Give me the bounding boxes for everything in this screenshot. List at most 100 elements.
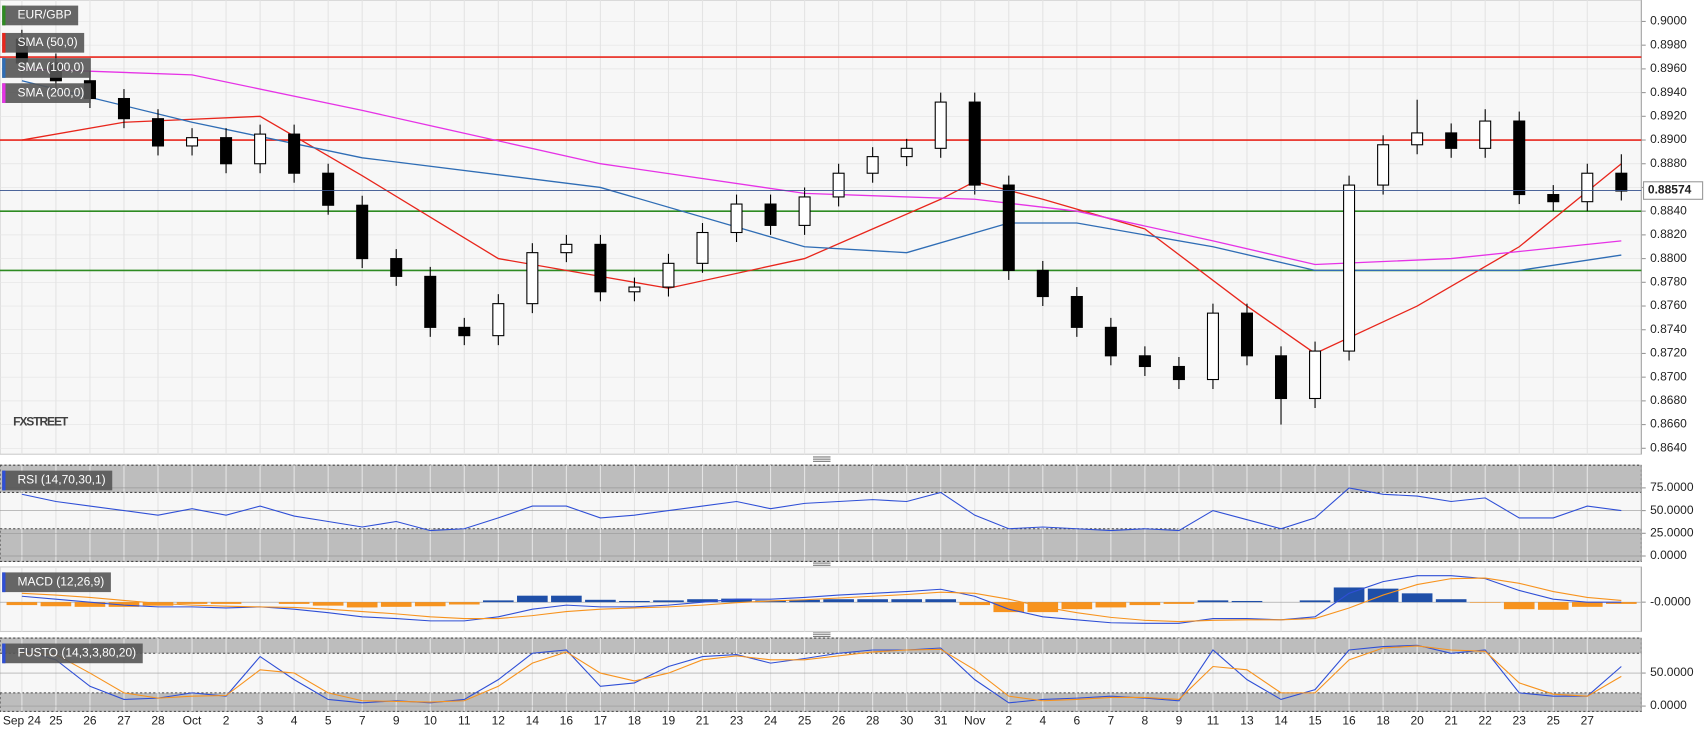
candle-body (798, 196, 811, 226)
x-tick-label: Nov (964, 713, 985, 727)
x-tick-label: 7 (1108, 713, 1115, 727)
x-tick-label: 26 (83, 713, 97, 727)
y-tick-label: 0.8840 (1650, 203, 1687, 217)
indicator-color-tag (2, 470, 6, 491)
indicator-color-tag (2, 83, 6, 103)
indicator-label-box (2, 470, 113, 491)
indicator-label-text: SMA (100,0) (18, 60, 85, 74)
macd-histogram-bar (687, 599, 718, 603)
x-tick-label: 9 (1176, 713, 1183, 727)
macd-histogram-bar (959, 602, 991, 606)
macd-histogram-bar (1537, 602, 1569, 610)
x-tick-label: 17 (594, 713, 608, 727)
candle-body (1581, 172, 1594, 203)
x-tick-label: 16 (560, 713, 574, 727)
indicator-color-tag (2, 572, 6, 593)
y-tick-label: 0.8780 (1650, 274, 1687, 288)
indicator-color-tag (2, 5, 6, 26)
indicator-label-text: FUSTO (14,3,3,80,20) (18, 646, 137, 660)
y-tick-label: 50.0000 (1650, 665, 1694, 679)
macd-histogram-bar (482, 600, 514, 603)
candle-body (390, 258, 403, 277)
sma-line (21, 68, 1622, 266)
x-tick-label: 4 (291, 713, 298, 727)
indicator-line (21, 487, 1622, 532)
macd-histogram-bar (789, 599, 820, 603)
macd-histogram-bar (857, 599, 888, 603)
indicator-label-box (2, 5, 79, 26)
x-tick-label: 12 (492, 713, 506, 727)
macd-histogram-bar (891, 599, 922, 603)
band (0, 528, 1642, 563)
macd-histogram-bar (551, 595, 582, 603)
x-tick-label: 18 (1376, 713, 1390, 727)
macd-histogram-bar (74, 602, 106, 607)
candle-body (117, 97, 130, 120)
indicator-label: MACD (12,26,9) (2, 572, 111, 593)
candle-body (832, 172, 845, 198)
x-tick-label: 11 (1207, 713, 1220, 727)
indicator-label-text: SMA (200,0) (18, 85, 85, 99)
x-tick-label: 22 (1479, 713, 1493, 727)
candle-body (458, 326, 471, 337)
x-tick-label: 16 (1342, 713, 1356, 727)
x-tick-label: 14 (1274, 713, 1288, 727)
y-tick-label: 0.8960 (1650, 61, 1687, 75)
macd-histogram-bar (40, 602, 72, 607)
x-tick-label: Sep 24 (3, 713, 41, 727)
x-tick-label: 24 (764, 713, 778, 727)
indicator-label: EUR/GBP (2, 5, 79, 26)
macd-histogram-bar (1469, 602, 1501, 603)
macd-histogram-bar (1095, 602, 1127, 608)
indicator-label: SMA (100,0) (2, 58, 91, 78)
candle-body (322, 172, 335, 206)
x-tick-label: 23 (1513, 713, 1527, 727)
y-tick-label: 0.8720 (1650, 346, 1687, 360)
indicator-label-box (2, 58, 91, 78)
y-tick-label: 0.8680 (1650, 393, 1687, 407)
x-tick-label: 28 (866, 713, 880, 727)
y-tick-label: 0.8740 (1650, 322, 1687, 336)
macd-histogram-bar (448, 602, 480, 605)
macd-histogram-bar (210, 602, 242, 604)
candle-body (1547, 194, 1560, 203)
y-tick-label: 50.0000 (1650, 503, 1694, 517)
macd-histogram-bar (1401, 593, 1433, 603)
indicator-label: RSI (14,70,30,1) (2, 470, 113, 491)
candle-body (1615, 172, 1628, 192)
candle-body (594, 243, 607, 293)
macd-histogram-bar (278, 602, 310, 604)
x-tick-label: 18 (628, 713, 642, 727)
candle-body (1411, 132, 1424, 146)
indicator-label-text: MACD (12,26,9) (18, 574, 105, 588)
x-tick-label: 23 (730, 713, 744, 727)
y-tick-label: 0.8640 (1650, 440, 1687, 454)
x-tick-label: 19 (662, 713, 676, 727)
candle-body (900, 147, 913, 158)
macd-histogram-bar (108, 602, 140, 607)
y-tick-label: 0.0000 (1650, 548, 1687, 562)
indicator-label: SMA (50,0) (2, 32, 85, 53)
y-tick-label: 25.0000 (1650, 525, 1694, 539)
candle-body (526, 252, 539, 305)
macd-histogram-bar (414, 602, 446, 607)
indicator-color-tag (2, 32, 6, 53)
macd-histogram-bar (1163, 602, 1195, 604)
x-tick-label: 3 (257, 713, 264, 727)
y-tick-label: 0.8660 (1650, 417, 1687, 431)
last-price-label: 0.88574 (1648, 183, 1692, 197)
candle-body (1070, 295, 1083, 328)
indicator-label-box (2, 643, 143, 664)
candle-body (696, 231, 709, 264)
macd-histogram-bar (1231, 600, 1263, 603)
macd-histogram-bar (925, 599, 957, 603)
macd-histogram-bar (312, 602, 344, 606)
x-tick-label: 26 (832, 713, 846, 727)
macd-histogram-bar (176, 602, 208, 604)
macd-histogram-bar (1606, 602, 1637, 604)
macd-histogram-bar (993, 602, 1025, 613)
macd-histogram-bar (346, 602, 378, 608)
macd-histogram-bar (1299, 600, 1331, 603)
x-tick-label: 5 (325, 713, 332, 727)
